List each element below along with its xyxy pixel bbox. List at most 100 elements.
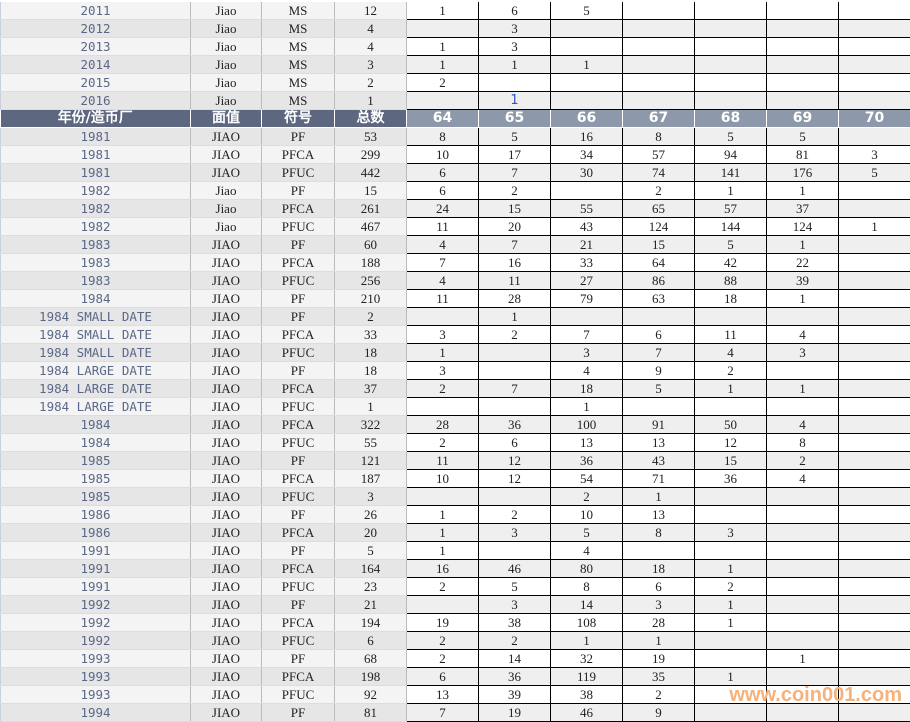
grade-count-cell (406, 19, 479, 38)
denomination-cell: JIAO (190, 505, 262, 524)
year-cell: 1984 LARGE DATE (0, 379, 191, 398)
symbol-cell: PF (261, 703, 335, 722)
grade-count-cell (838, 541, 910, 560)
year-cell: 1984 LARGE DATE (0, 361, 191, 380)
grade-count-cell: 4 (550, 361, 623, 380)
grade-count-cell (838, 595, 910, 614)
grade-count-cell (622, 307, 695, 326)
grade-count-cell (694, 397, 767, 416)
grade-count-cell: 10 (406, 469, 479, 488)
denomination-cell: Jiao (190, 217, 262, 236)
grade-count-cell (622, 2, 695, 20)
symbol-cell: MS (261, 19, 335, 38)
grade-count-cell (766, 703, 839, 722)
denomination-cell: JIAO (190, 145, 262, 164)
grade-count-cell: 34 (550, 145, 623, 164)
year-cell: 1992 (0, 631, 191, 650)
total-cell: 261 (334, 199, 407, 218)
grade-count-cell: 1 (694, 379, 767, 398)
grade-count-cell (838, 271, 910, 290)
grade-count-cell: 5 (694, 235, 767, 254)
grade-count-cell (766, 487, 839, 506)
grade-count-cell (694, 505, 767, 524)
grade-count-cell (694, 2, 767, 20)
symbol-cell: PFCA (261, 379, 335, 398)
denomination-cell: JIAO (190, 325, 262, 344)
denomination-cell: JIAO (190, 307, 262, 326)
grade-count-cell: 19 (478, 703, 551, 722)
grade-count-cell: 6 (406, 163, 479, 182)
symbol-cell: PF (261, 649, 335, 668)
year-cell: 1984 SMALL DATE (0, 343, 191, 362)
grade-count-cell: 8 (622, 127, 695, 146)
denomination-cell: JIAO (190, 271, 262, 290)
grade-count-cell: 37 (766, 199, 839, 218)
grade-count-cell: 6 (406, 667, 479, 686)
grade-count-cell: 4 (694, 343, 767, 362)
table-row: 1981 JIAO PF 53 8 5 16 8 5 5 (0, 127, 910, 146)
grade-count-cell: 2 (478, 325, 551, 344)
grade-count-cell: 20 (478, 217, 551, 236)
grade-count-cell: 7 (478, 379, 551, 398)
header-grade: 67 (622, 109, 695, 128)
year-cell: 1992 (0, 613, 191, 632)
grade-count-cell: 22 (766, 253, 839, 272)
grade-count-cell (550, 307, 623, 326)
grade-count-cell: 1 (766, 649, 839, 668)
grade-count-cell: 88 (694, 271, 767, 290)
grade-count-cell: 3 (622, 595, 695, 614)
grade-count-cell (838, 487, 910, 506)
grade-count-cell: 12 (694, 433, 767, 452)
symbol-cell: PFUC (261, 577, 335, 596)
table-row: 2014 Jiao MS 3 1 1 1 (0, 55, 910, 74)
year-cell: 1993 (0, 649, 191, 668)
symbol-cell: PFCA (261, 145, 335, 164)
total-cell: 33 (334, 325, 407, 344)
grade-count-cell: 5 (694, 127, 767, 146)
grade-count-cell (838, 199, 910, 218)
year-cell: 1991 (0, 577, 191, 596)
table-row: 1985 JIAO PFCA 187 10 12 54 71 36 4 (0, 469, 910, 488)
grade-count-cell (694, 541, 767, 560)
year-cell: 1984 SMALL DATE (0, 307, 191, 326)
grade-count-cell: 2 (406, 649, 479, 668)
table-row: 1991 JIAO PF 5 1 4 (0, 541, 910, 560)
total-cell: 188 (334, 253, 407, 272)
grade-count-cell (406, 91, 479, 110)
grade-count-cell: 1 (406, 2, 479, 20)
grade-count-cell: 65 (622, 199, 695, 218)
denomination-cell: JIAO (190, 577, 262, 596)
grade-count-cell (838, 253, 910, 272)
table-row: 1982 Jiao PFCA 261 24 15 55 65 57 37 (0, 199, 910, 218)
grade-count-cell (766, 685, 839, 704)
grade-count-cell: 38 (550, 685, 623, 704)
grade-count-cell: 54 (550, 469, 623, 488)
grade-count-cell: 141 (694, 163, 767, 182)
grade-count-cell (694, 703, 767, 722)
grade-count-cell: 19 (622, 649, 695, 668)
grade-count-cell: 1 (406, 523, 479, 542)
year-cell: 2011 (0, 2, 191, 20)
table-row: 1984 SMALL DATE JIAO PF 2 1 (0, 307, 910, 326)
denomination-cell: Jiao (190, 19, 262, 38)
grade-count-cell: 39 (478, 685, 551, 704)
grade-count-cell: 7 (478, 235, 551, 254)
grade-count-cell: 38 (478, 613, 551, 632)
grade-count-cell: 6 (622, 325, 695, 344)
grade-count-cell (838, 667, 910, 686)
table-row: 2011 Jiao MS 12 1 6 5 (0, 2, 910, 20)
grade-count-cell: 2 (766, 451, 839, 470)
grade-count-cell: 35 (622, 667, 695, 686)
grade-count-cell: 55 (550, 199, 623, 218)
watermark: www.coin001.com (729, 684, 902, 706)
grade-count-cell: 124 (766, 217, 839, 236)
grade-count-cell: 86 (622, 271, 695, 290)
symbol-cell: PFCA (261, 559, 335, 578)
table-row: 1982 Jiao PF 15 6 2 2 1 1 (0, 181, 910, 200)
header-total: 总数 (334, 109, 407, 128)
header-year: 年份/造币厂 (0, 109, 191, 128)
year-cell: 1994 (0, 703, 191, 722)
total-cell: 2 (334, 307, 407, 326)
grade-count-cell (622, 541, 695, 560)
denomination-cell: JIAO (190, 415, 262, 434)
